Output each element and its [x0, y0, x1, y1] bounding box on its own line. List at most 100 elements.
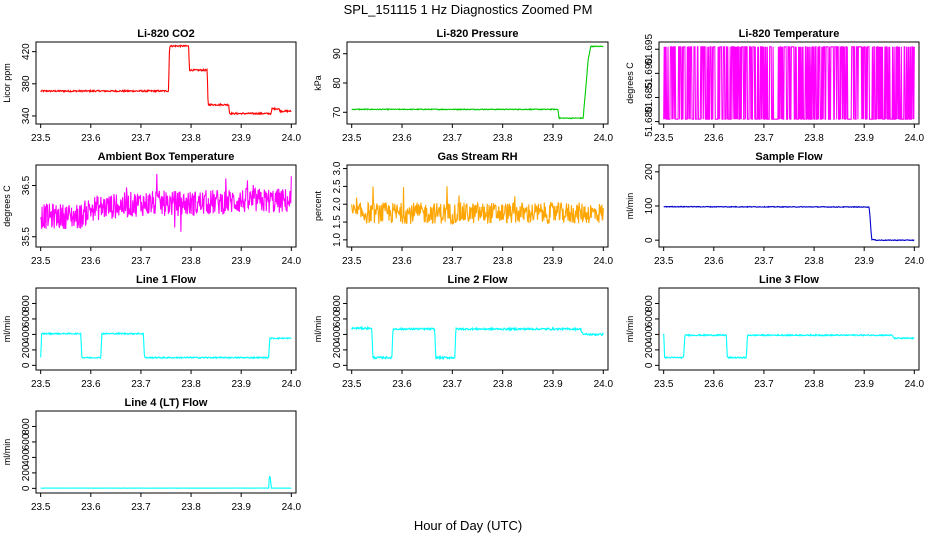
y-tick-label: 200: [644, 163, 655, 180]
x-tick-label: 23.9: [543, 133, 563, 144]
x-tick-label: 23.8: [181, 256, 201, 267]
y-tick-label: 51.685: [644, 82, 655, 113]
y-tick-label: 800: [21, 418, 32, 435]
x-tick-label: 23.6: [704, 379, 724, 390]
plot-frame: [35, 164, 297, 248]
series-line: [40, 476, 292, 489]
x-tick-label: 23.8: [804, 379, 824, 390]
y-tick-label: 420: [21, 43, 32, 60]
y-axis-label: ml/min: [625, 316, 635, 343]
x-tick-label: 23.9: [854, 133, 874, 144]
x-tick-label: 23.5: [342, 133, 362, 144]
x-tick-label: 23.9: [854, 256, 874, 267]
x-tick-label: 23.9: [231, 379, 251, 390]
x-tick-label: 23.9: [543, 256, 563, 267]
x-tick-label: 23.7: [131, 379, 151, 390]
y-tick-label: 36.5: [21, 175, 32, 195]
y-axis-label: ml/min: [625, 193, 635, 220]
y-tick-label: 200: [332, 341, 343, 358]
x-tick-label: 23.6: [81, 133, 101, 144]
y-tick-label: 0: [21, 362, 32, 368]
x-tick-label: 23.6: [704, 256, 724, 267]
chart-title: Li-820 Temperature: [739, 28, 840, 40]
chart-title: Line 3 Flow: [759, 274, 819, 286]
chart-title: Line 2 Flow: [448, 274, 508, 286]
y-tick-label: 1.0: [332, 232, 343, 246]
x-tick-label: 23.8: [493, 256, 513, 267]
y-axis-label: percent: [313, 190, 323, 221]
x-tick-label: 24.0: [282, 133, 302, 144]
x-tick-label: 23.5: [31, 502, 51, 513]
x-tick-label: 23.5: [31, 379, 51, 390]
y-tick-label: 0: [21, 485, 32, 491]
y-tick-label: 51.690: [644, 58, 655, 89]
x-tick-label: 23.7: [754, 133, 774, 144]
x-tick-label: 24.0: [594, 256, 614, 267]
y-tick-label: 600: [21, 433, 32, 450]
x-tick-label: 23.5: [31, 256, 51, 267]
x-tick-label: 23.5: [654, 256, 674, 267]
figure-title: SPL_151115 1 Hz Diagnostics Zoomed PM: [344, 2, 593, 17]
x-tick-label: 23.9: [854, 379, 874, 390]
x-tick-label: 23.7: [131, 133, 151, 144]
y-tick-label: 200: [644, 341, 655, 358]
x-tick-label: 23.8: [181, 379, 201, 390]
y-axis-label: ml/min: [313, 316, 323, 343]
figure-xlabel: Hour of Day (UTC): [414, 518, 522, 533]
plot-frame: [658, 287, 920, 371]
chart-title: Li-820 CO2: [137, 28, 194, 40]
x-tick-label: 23.7: [443, 256, 463, 267]
x-tick-label: 24.0: [282, 502, 302, 513]
x-tick-label: 23.5: [31, 133, 51, 144]
y-axis-label: degrees C: [625, 62, 635, 104]
x-tick-label: 23.9: [231, 502, 251, 513]
y-tick-label: 2.0: [332, 197, 343, 211]
y-tick-label: 51.695: [644, 34, 655, 65]
series-line: [663, 46, 915, 120]
x-tick-label: 23.5: [654, 133, 674, 144]
chart-panel: Li-820 Pressure kPa 70 80 90 23.5 23.6 23.7 23.8…: [313, 28, 613, 144]
y-tick-label: 0: [644, 237, 655, 243]
series-line: [351, 45, 604, 120]
x-tick-label: 24.0: [905, 133, 925, 144]
series-line: [40, 173, 292, 232]
y-tick-label: 35.5: [21, 227, 32, 247]
y-axis-label: Licor ppm: [2, 63, 12, 103]
x-tick-label: 23.6: [392, 256, 412, 267]
x-tick-label: 23.6: [392, 133, 412, 144]
plot-frame: [35, 410, 297, 494]
y-tick-label: 800: [332, 295, 343, 312]
plot-frame: [346, 287, 609, 371]
y-tick-label: 380: [21, 75, 32, 92]
y-tick-label: 200: [21, 341, 32, 358]
y-tick-label: 800: [21, 295, 32, 312]
x-tick-label: 24.0: [282, 379, 302, 390]
x-tick-label: 23.5: [342, 379, 362, 390]
x-tick-label: 23.7: [754, 379, 774, 390]
series-line: [351, 186, 604, 226]
y-tick-label: 1.5: [332, 215, 343, 229]
chart-title: Sample Flow: [755, 151, 823, 163]
y-axis-label: kPa: [313, 75, 323, 91]
y-axis-label: ml/min: [2, 316, 12, 343]
x-tick-label: 23.5: [342, 256, 362, 267]
x-tick-label: 23.8: [493, 133, 513, 144]
chart-panel: Li-820 CO2 Licor ppm 340 380 420 23.5 23.6 23.7…: [2, 28, 301, 144]
x-tick-label: 23.7: [131, 256, 151, 267]
x-tick-label: 23.7: [131, 502, 151, 513]
plot-frame: [658, 41, 920, 125]
series-line: [351, 325, 604, 361]
x-tick-label: 23.6: [81, 379, 101, 390]
y-tick-label: 340: [21, 107, 32, 124]
x-tick-label: 23.9: [231, 256, 251, 267]
panels-container: Li-820 CO2 Licor ppm 340 380 420 23.5 23.6 23.7…: [2, 28, 924, 513]
y-tick-label: 80: [332, 77, 343, 89]
series-line: [40, 331, 292, 360]
x-tick-label: 23.7: [754, 256, 774, 267]
x-tick-label: 23.6: [81, 502, 101, 513]
